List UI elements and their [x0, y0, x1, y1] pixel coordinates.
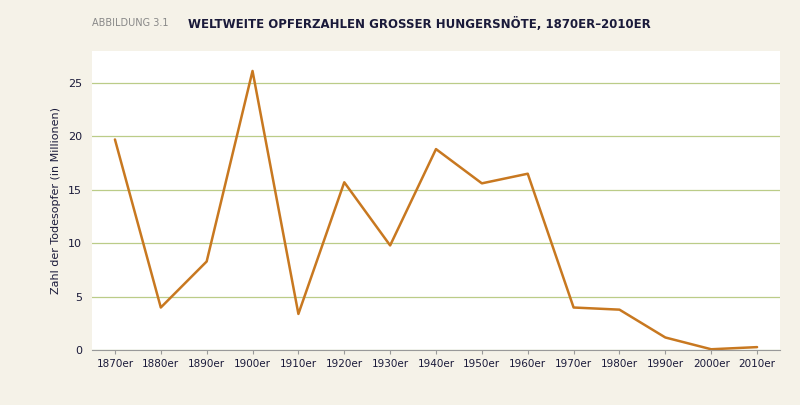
Y-axis label: Zahl der Todesopfer (in Millionen): Zahl der Todesopfer (in Millionen) [51, 107, 62, 294]
Text: ABBILDUNG 3.1: ABBILDUNG 3.1 [92, 18, 169, 28]
Text: WELTWEITE OPFERZAHLEN GROSSER HUNGERSNÖTE, 1870ER–2010ER: WELTWEITE OPFERZAHLEN GROSSER HUNGERSNÖT… [188, 17, 650, 32]
